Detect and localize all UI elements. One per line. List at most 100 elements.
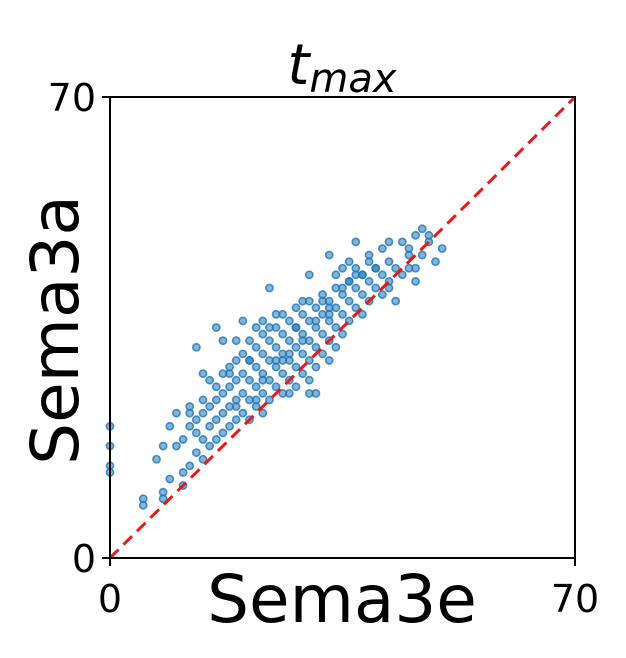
- data-point: [211, 382, 221, 392]
- data-point: [211, 435, 221, 444]
- data-point: [338, 329, 347, 339]
- data-point: [265, 336, 274, 346]
- data-point: [318, 349, 327, 359]
- data-point: [404, 244, 414, 253]
- data-point: [198, 435, 208, 444]
- data-point: [185, 421, 195, 431]
- data-point: [211, 415, 221, 425]
- reference-line: [108, 95, 577, 560]
- data-point: [231, 336, 241, 346]
- data-point: [191, 428, 201, 438]
- data-point: [258, 375, 268, 385]
- data-point: [278, 369, 288, 378]
- data-point: [298, 369, 308, 378]
- data-point: [218, 336, 228, 346]
- data-point: [351, 270, 361, 280]
- data-point: [311, 316, 321, 326]
- data-point: [358, 290, 367, 299]
- data-point: [238, 369, 248, 378]
- data-point: [218, 388, 228, 398]
- data-point: [298, 309, 308, 319]
- data-point: [205, 402, 215, 411]
- data-point: [271, 356, 281, 365]
- data-point: [384, 237, 394, 247]
- data-point: [377, 244, 387, 253]
- data-point: [364, 276, 374, 286]
- data-point: [165, 474, 175, 484]
- data-point: [284, 336, 294, 346]
- data-point: [198, 369, 208, 378]
- x-tick-label-70: 70: [551, 577, 599, 621]
- data-point: [251, 323, 261, 332]
- data-point: [344, 296, 354, 306]
- data-point: [324, 356, 334, 365]
- data-point: [384, 257, 394, 267]
- data-point: [265, 395, 274, 405]
- data-point: [391, 263, 401, 273]
- data-point: [318, 329, 327, 339]
- data-point: [344, 276, 354, 286]
- data-point: [245, 375, 254, 385]
- axis-ticks: [102, 96, 576, 566]
- data-point: [231, 356, 241, 365]
- data-point: [205, 375, 215, 385]
- data-point: [251, 382, 261, 392]
- data-point: [324, 303, 334, 313]
- data-point: [291, 362, 301, 372]
- data-point: [391, 296, 401, 306]
- x-tick-label-0: 0: [98, 577, 122, 621]
- data-point: [172, 441, 181, 451]
- data-point: [397, 237, 407, 247]
- data-point: [298, 349, 308, 359]
- data-point: [191, 342, 201, 352]
- data-point: [377, 270, 387, 280]
- data-point: [225, 382, 234, 392]
- title-subscript: max: [309, 56, 396, 102]
- data-point: [278, 329, 288, 339]
- data-point: [165, 421, 175, 431]
- data-point: [205, 441, 215, 451]
- data-points: [105, 224, 447, 510]
- data-point: [304, 375, 314, 385]
- plot-frame: [109, 96, 576, 559]
- data-point: [238, 349, 248, 359]
- data-point: [417, 250, 427, 260]
- data-point: [338, 263, 347, 273]
- data-point: [245, 356, 254, 365]
- data-point: [198, 454, 208, 464]
- data-point: [324, 250, 334, 260]
- data-point: [225, 369, 234, 378]
- data-point: [152, 454, 161, 464]
- data-point: [304, 356, 314, 365]
- data-point: [198, 395, 208, 405]
- data-point: [358, 309, 367, 319]
- data-point: [258, 316, 268, 326]
- data-point: [271, 382, 281, 392]
- data-point: [291, 382, 301, 392]
- data-point: [218, 408, 228, 418]
- data-point: [138, 500, 148, 510]
- data-point: [258, 408, 268, 418]
- data-point: [411, 230, 420, 240]
- data-point: [265, 283, 274, 293]
- data-point: [231, 402, 241, 411]
- data-point: [364, 257, 374, 267]
- data-point: [238, 316, 248, 326]
- y-axis-label: Sema3a: [17, 195, 94, 465]
- data-point: [284, 349, 294, 359]
- data-point: [172, 408, 181, 418]
- data-point: [238, 388, 248, 398]
- data-point: [271, 342, 281, 352]
- data-point: [284, 316, 294, 326]
- data-point: [371, 283, 381, 293]
- data-point: [291, 323, 301, 332]
- data-point: [351, 283, 361, 293]
- data-point: [411, 276, 420, 286]
- data-point: [271, 309, 281, 319]
- data-point: [291, 342, 301, 352]
- data-point: [178, 467, 188, 477]
- data-point: [265, 323, 274, 332]
- data-point: [338, 309, 347, 319]
- data-point: [178, 435, 188, 444]
- y-tick-label-0: 0: [72, 537, 96, 581]
